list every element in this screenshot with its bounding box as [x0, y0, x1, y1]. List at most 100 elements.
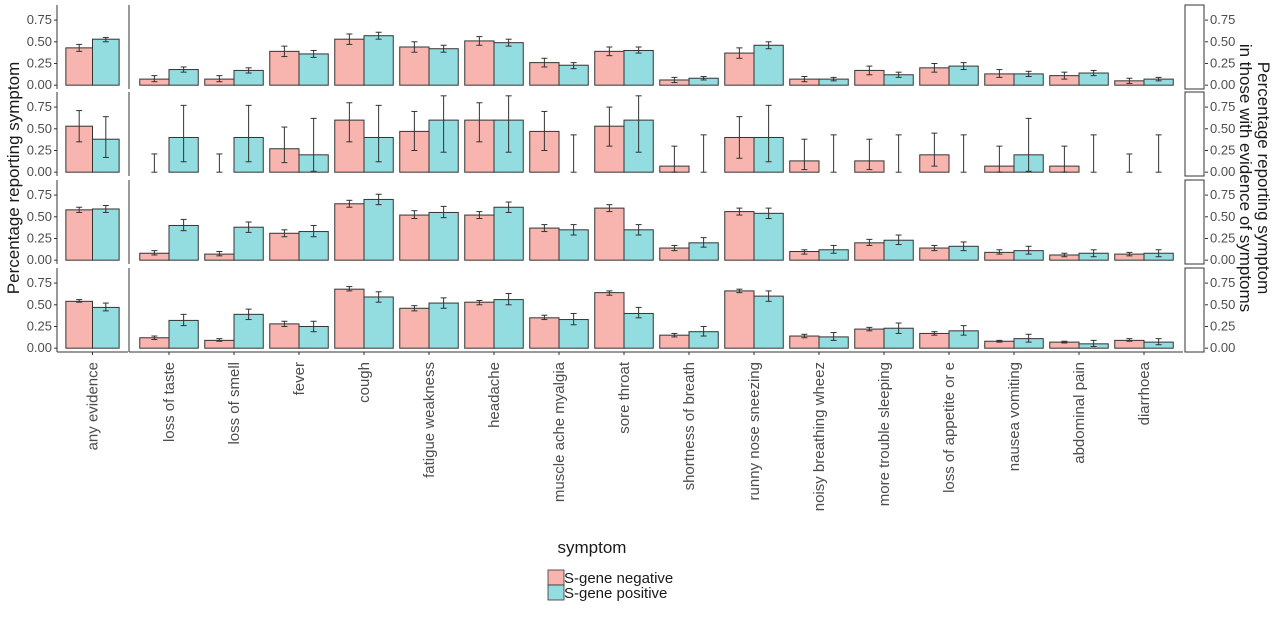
y-tick-label-right: 0.50: [1210, 34, 1235, 49]
bar-s-gene-negative: [594, 292, 625, 349]
bar-s-gene-negative: [854, 328, 885, 349]
facet-strip: [1184, 267, 1205, 353]
bar-s-gene-positive: [363, 296, 394, 349]
x-tick-label: shortness of breath: [681, 362, 698, 490]
bar-s-gene-positive: [493, 206, 524, 261]
x-tick-label: muscle ache myalgia: [551, 361, 568, 502]
bar-s-gene-positive: [363, 198, 394, 261]
bar-s-gene-positive: [363, 35, 394, 86]
x-tick-label: loss of taste: [161, 362, 178, 442]
y-tick-label-right: 0.25: [1210, 230, 1235, 245]
legend-label-negative: S-gene negative: [564, 570, 673, 587]
y-tick-label-right: 0.75: [1210, 12, 1235, 27]
bar-s-gene-positive: [753, 44, 784, 86]
bar-s-gene-negative: [334, 288, 365, 349]
y-tick-label-right: 0.25: [1210, 142, 1235, 157]
y-tick-label: 0.00: [27, 164, 52, 179]
facet-strip: [1184, 4, 1205, 90]
bar-s-gene-negative: [464, 214, 495, 261]
y-axis-title-right-line2: in those with evidence of symptoms: [1236, 44, 1255, 312]
bar-s-gene-negative: [724, 290, 755, 349]
legend: S-gene negative S-gene positive: [547, 569, 673, 602]
y-tick-label: 0.25: [27, 230, 52, 245]
y-tick-label-right: 0.00: [1210, 164, 1235, 179]
x-tick-label: headache: [486, 362, 503, 428]
bar-s-gene-positive: [92, 306, 120, 349]
y-tick-label: 0.50: [27, 297, 52, 312]
y-tick-label-right: 0.00: [1210, 77, 1235, 92]
x-tick-label: more trouble sleeping: [876, 362, 893, 506]
bar-s-gene-negative: [269, 323, 300, 349]
y-tick-label-right: 0.25: [1210, 55, 1235, 70]
y-tick-label-right: 0.75: [1210, 187, 1235, 202]
x-tick-label: sore throat: [616, 361, 633, 434]
x-axis-title: symptom: [558, 538, 627, 557]
y-tick-label: 0.75: [27, 275, 52, 290]
bar-s-gene-negative: [594, 50, 625, 86]
facet-strip: [1184, 91, 1205, 177]
bar-s-gene-negative: [399, 214, 430, 261]
bar-s-gene-negative: [65, 209, 93, 261]
y-axis-title-right-line1: Percentage reporting symptom: [1254, 62, 1273, 294]
y-tick-label: 0.50: [27, 34, 52, 49]
x-tick-label: diarrhoea: [1136, 361, 1153, 425]
bar-s-gene-negative: [464, 301, 495, 349]
legend-swatch-negative: [547, 569, 565, 586]
y-tick-label-right: 0.00: [1210, 340, 1235, 355]
y-tick-label-right: 0.00: [1210, 252, 1235, 267]
bar-s-gene-negative: [65, 300, 93, 349]
bar-s-gene-negative: [594, 207, 625, 261]
y-tick-label-right: 0.50: [1210, 297, 1235, 312]
bar-s-gene-negative: [334, 203, 365, 261]
bar-s-gene-positive: [298, 53, 329, 86]
bar-s-gene-positive: [753, 295, 784, 349]
bar-s-gene-negative: [464, 40, 495, 86]
x-tick-label: fever: [291, 362, 308, 395]
bar-s-gene-negative: [399, 307, 430, 349]
bar-s-gene-positive: [753, 212, 784, 261]
x-tick-label: runny nose sneezing: [746, 362, 763, 500]
bar-s-gene-negative: [399, 46, 430, 86]
bar-s-gene-negative: [529, 317, 560, 349]
x-tick-label: cough: [356, 362, 373, 403]
y-tick-label: 0.75: [27, 187, 52, 202]
bar-s-gene-positive: [623, 312, 654, 349]
y-tick-label: 0.75: [27, 99, 52, 114]
y-tick-label: 0.00: [27, 77, 52, 92]
y-tick-label: 0.50: [27, 209, 52, 224]
y-tick-label: 0.25: [27, 55, 52, 70]
bar-s-gene-negative: [65, 47, 93, 86]
bar-s-gene-positive: [168, 224, 199, 261]
bar-s-gene-positive: [493, 42, 524, 86]
bar-s-gene-positive: [233, 313, 264, 349]
x-tick-label: noisy breathing wheez: [811, 362, 828, 511]
bar-s-gene-positive: [493, 299, 524, 349]
x-tick-label: abdominal pain: [1071, 362, 1088, 464]
x-tick-label: fatigue weakness: [421, 362, 438, 478]
bar-s-gene-positive: [428, 211, 459, 261]
bar-s-gene-negative: [334, 38, 365, 86]
bar-s-gene-positive: [92, 208, 120, 261]
y-tick-label: 0.25: [27, 142, 52, 157]
y-tick-label-right: 0.75: [1210, 275, 1235, 290]
x-tick-label: nausea vomiting: [1006, 362, 1023, 471]
legend-label-positive: S-gene positive: [564, 585, 667, 602]
y-tick-label-right: 0.50: [1210, 121, 1235, 136]
bar-s-gene-positive: [428, 302, 459, 349]
y-tick-label-right: 0.25: [1210, 318, 1235, 333]
y-tick-label: 0.25: [27, 318, 52, 333]
y-tick-label-right: 0.50: [1210, 209, 1235, 224]
bar-s-gene-negative: [724, 211, 755, 261]
x-tick-label: loss of appetite or e: [941, 362, 958, 493]
legend-swatch-positive: [547, 584, 565, 601]
y-tick-label: 0.75: [27, 12, 52, 27]
bar-s-gene-positive: [428, 48, 459, 86]
facet-strip: [1184, 179, 1205, 265]
bar-s-gene-positive: [623, 49, 654, 86]
bar-s-gene-negative: [269, 232, 300, 261]
y-tick-label-right: 0.75: [1210, 99, 1235, 114]
y-axis-title: Percentage reporting symptom: [4, 62, 23, 294]
y-tick-label: 0.50: [27, 121, 52, 136]
bar-s-gene-positive: [92, 38, 120, 86]
x-tick-label: loss of smell: [226, 362, 243, 445]
